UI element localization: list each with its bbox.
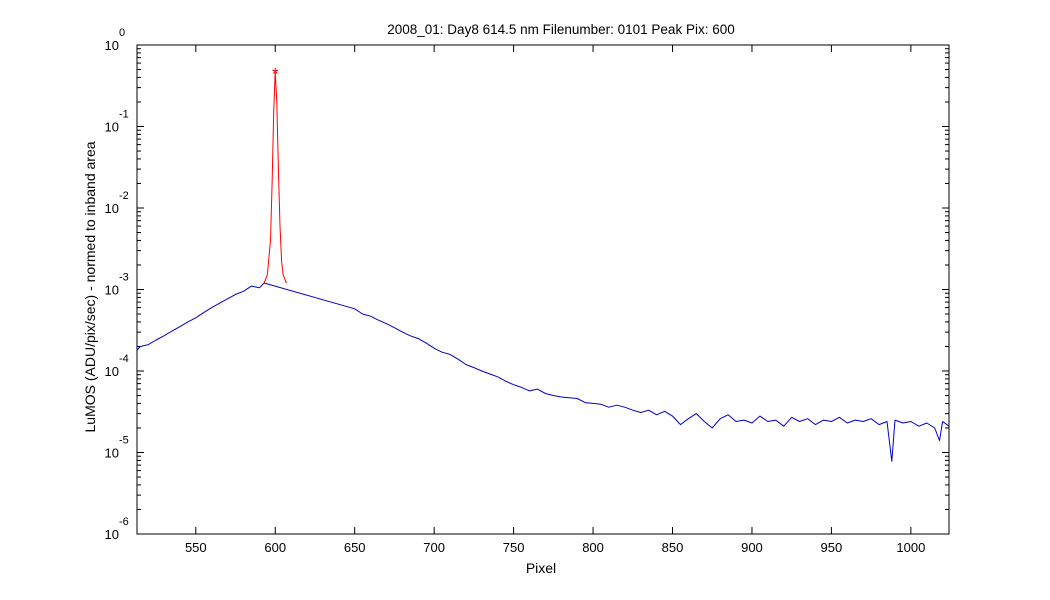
peak-marker: *	[272, 65, 279, 84]
x-tick-label: 650	[344, 540, 366, 555]
x-tick-label: 750	[503, 540, 525, 555]
y-axis-label: LuMOS (ADU/pix/sec) - normed to inband a…	[82, 141, 98, 432]
y-tick-base: 10	[105, 364, 119, 379]
y-tick-exponent: -3	[119, 272, 129, 284]
peak-series-line	[263, 71, 287, 284]
x-tick-label: 850	[662, 540, 684, 555]
series-layer: *	[136, 65, 950, 462]
y-tick-base: 10	[105, 120, 119, 135]
y-tick-exponent: -6	[119, 516, 129, 528]
y-tick-exponent: -2	[119, 190, 129, 202]
y-tick-base: 10	[105, 446, 119, 461]
x-tick-label: 800	[582, 540, 604, 555]
x-axis-label: Pixel	[526, 560, 556, 576]
y-tick-exponent: -1	[119, 109, 129, 121]
x-tick-label: 700	[423, 540, 445, 555]
y-tick-exponent: -4	[119, 353, 129, 365]
x-tick-label: 1000	[896, 540, 925, 555]
x-tick-label: 600	[264, 540, 286, 555]
y-tick-exponent: -5	[119, 435, 129, 447]
y-tick-base: 10	[105, 201, 119, 216]
y-tick-base: 10	[105, 527, 119, 542]
plot-area	[136, 44, 950, 535]
spectrum-series-line	[136, 282, 950, 462]
y-tick-base: 10	[105, 38, 119, 53]
y-tick-base: 10	[105, 283, 119, 298]
x-tick-label: 950	[821, 540, 843, 555]
x-tick-label: 550	[185, 540, 207, 555]
y-tick-exponent: 0	[119, 27, 125, 39]
x-tick-label: 900	[741, 540, 763, 555]
x-axis-ticks: 550 600 650 700 750 800 850 900 950 1000	[185, 45, 925, 555]
chart-title: 2008_01: Day8 614.5 nm Filenumber: 0101 …	[387, 22, 734, 37]
